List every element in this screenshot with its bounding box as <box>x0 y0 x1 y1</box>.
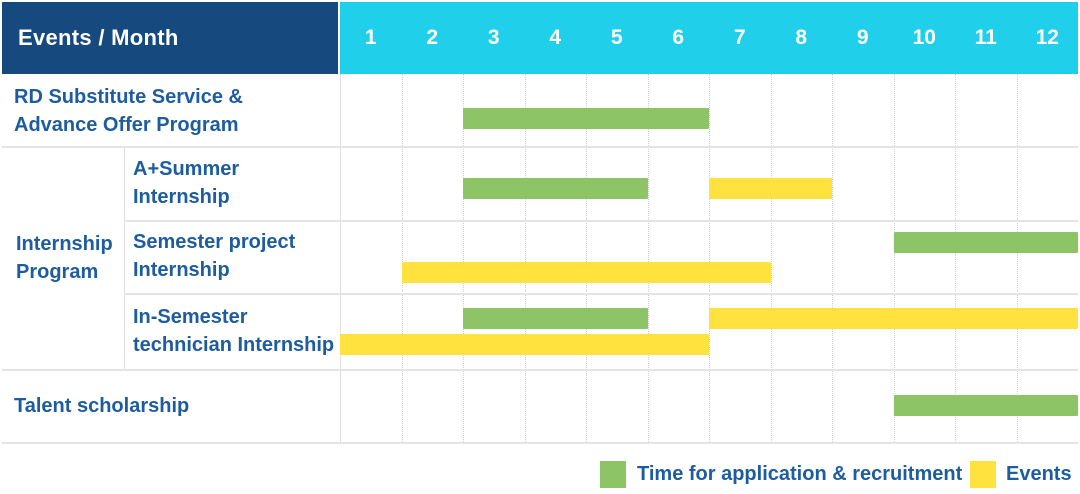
gantt-bar-event-m7-m12 <box>709 307 1078 329</box>
row-label-line: Semester project <box>133 231 296 254</box>
month-label-11: 11 <box>974 26 997 49</box>
row-label-line: Advance Offer Program <box>14 113 239 136</box>
month-label-6: 6 <box>672 26 685 49</box>
row-label-1: A+Summer Internship <box>124 146 340 220</box>
row-label-line: Talent scholarship <box>14 394 190 417</box>
month-gridline <box>524 74 526 442</box>
month-gridline <box>955 74 956 442</box>
month-gridline <box>770 74 772 442</box>
row-label-0: RD Substitute Service & Advance Offer Pro… <box>2 75 340 146</box>
month-label-2: 2 <box>426 26 439 49</box>
gantt-bar-application-m3-m5 <box>463 177 648 199</box>
gantt-bar-event-m1-m6 <box>340 333 709 355</box>
month-gridline <box>709 74 710 442</box>
month-gridline <box>832 74 833 442</box>
month-label-12: 12 <box>1035 26 1059 49</box>
row-separator <box>124 219 1078 222</box>
month-label-9: 9 <box>856 26 869 49</box>
gantt-bar-event-m7-m8 <box>709 177 832 199</box>
row-separator <box>2 369 1078 371</box>
row-separator <box>2 146 1078 148</box>
month-label-5: 5 <box>610 26 623 49</box>
row-label-2: Semester project Internship <box>124 220 340 294</box>
row-label-line: Internship <box>133 185 230 208</box>
gantt-bar-application-m3-m5 <box>463 307 648 329</box>
gantt-bar-application-m3-m6 <box>463 107 709 129</box>
legend-swatch-application <box>600 461 626 488</box>
header-corner-cell: Events / Month <box>2 2 338 74</box>
gantt-bar-application-m10-m12 <box>893 394 1078 416</box>
month-gridline <box>463 74 464 442</box>
legend-label-application: Time for application & recruitment <box>637 463 963 485</box>
month-header-row: 1 2 3 4 5 6 7 8 9 10 11 12 <box>340 2 1078 74</box>
row-label-line: In-Semester <box>133 306 248 328</box>
month-label-4: 4 <box>549 26 562 49</box>
month-label-7: 7 <box>733 26 746 49</box>
group-sublabel-divider <box>124 146 125 369</box>
month-gridline <box>647 74 649 442</box>
gantt-bar-application-m10-m12 <box>893 231 1078 253</box>
month-gridline <box>1016 74 1018 442</box>
row-separator <box>124 293 1078 295</box>
month-label-10: 10 <box>912 26 936 49</box>
month-label-3: 3 <box>487 26 500 49</box>
month-label-8: 8 <box>795 26 808 49</box>
row-label-line: RD Substitute Service & <box>14 85 243 108</box>
label-chart-divider <box>340 74 341 442</box>
row-separator <box>2 442 1078 444</box>
row-label-line: Program <box>16 260 99 283</box>
header-corner-label: Events / Month <box>18 25 179 50</box>
month-gridline <box>586 74 587 442</box>
gantt-bar-event-m2-m7 <box>401 261 771 283</box>
legend-swatch-event <box>970 461 996 488</box>
legend-label-event: Events <box>1006 463 1072 485</box>
group-label-internship-program: Internship Program <box>2 146 124 369</box>
row-label-line: technician Internship <box>133 334 335 356</box>
row-label-line: Internship <box>16 232 113 255</box>
row-label-3: In-Semester technician Internship <box>124 293 340 369</box>
month-gridline <box>893 74 895 442</box>
month-label-1: 1 <box>364 26 377 49</box>
row-label-4: Talent scholarship <box>2 369 340 442</box>
row-label-line: A+Summer <box>133 157 240 180</box>
row-label-line: Internship <box>133 259 230 282</box>
month-gridline <box>401 74 403 442</box>
